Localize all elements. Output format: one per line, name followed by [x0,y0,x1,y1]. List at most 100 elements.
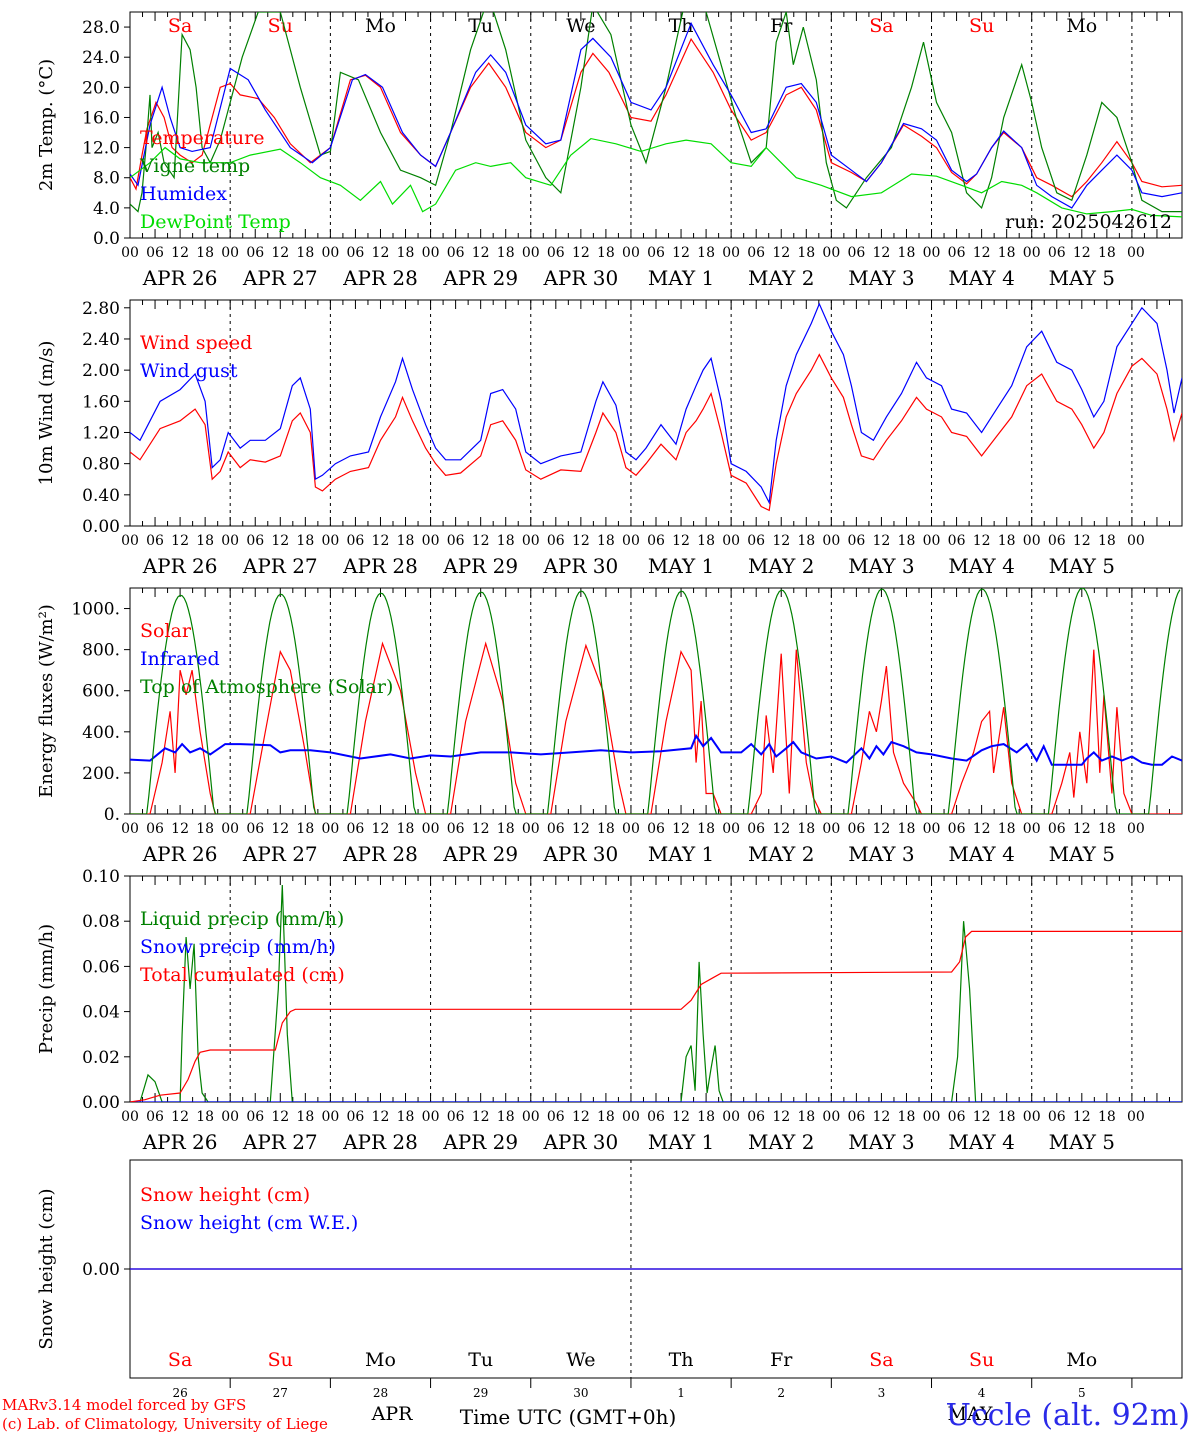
hour-label: 18 [797,533,815,549]
date-label: MAY 3 [848,554,914,578]
hour-label: 06 [146,1109,164,1125]
hour-label: 12 [1073,533,1091,549]
hour-label: 12 [973,1109,991,1125]
hour-label: 12 [772,533,790,549]
hour-label: 18 [296,245,314,261]
hour-label: 06 [747,1109,765,1125]
hour-label: 06 [547,1109,565,1125]
hour-label: 00 [321,821,339,837]
y-tick-label: 0.08 [82,912,120,932]
hour-label: 06 [847,821,865,837]
hour-label: 18 [697,533,715,549]
series-line [130,733,1182,766]
hour-label: 06 [948,245,966,261]
hour-label: 18 [998,821,1016,837]
hour-label: 06 [647,1109,665,1125]
hour-label: 06 [847,533,865,549]
hour-label: 00 [522,1109,540,1125]
y-axis-label: Energy fluxes (W/m²) [36,604,57,798]
legend-entry: Solar [140,620,192,642]
day-number: 27 [273,1386,288,1400]
legend-entry: DewPoint Temp [140,211,291,233]
legend-entry: Snow height (cm W.E.) [140,1212,358,1234]
hour-label: 00 [722,245,740,261]
hour-label: 12 [1073,1109,1091,1125]
hour-label: 06 [948,1109,966,1125]
y-tick-label: 4.0 [93,199,120,219]
hour-label: 18 [1098,533,1116,549]
hour-label: 00 [1023,533,1041,549]
hour-label: 12 [472,533,490,549]
weekday-label: Mo [365,15,396,37]
date-label: APR 26 [142,842,218,866]
day-number: 3 [878,1386,886,1400]
date-label: APR 29 [442,554,518,578]
month-label: MAY [948,1403,993,1425]
legend-entry: Liquid precip (mm/h) [140,908,344,930]
y-tick-label: 2.80 [82,299,120,319]
y-axis-label: 10m Wind (m/s) [36,341,57,486]
hour-label: 12 [1073,245,1091,261]
hour-label: 12 [472,245,490,261]
hour-label: 00 [1127,1109,1145,1125]
hour-label: 06 [347,1109,365,1125]
hour-label: 00 [121,533,139,549]
hour-label: 00 [822,821,840,837]
legend-entry: Temperature [140,127,264,149]
hour-label: 06 [647,245,665,261]
series-line [130,21,1182,209]
hour-label: 00 [121,1109,139,1125]
hour-label: 06 [847,245,865,261]
hour-label: 18 [497,821,515,837]
hour-label: 18 [898,821,916,837]
model-credit: MARv3.14 model forced by GFS [2,1396,247,1414]
footer-credits: MARv3.14 model forced by GFS (c) Lab. of… [2,1396,328,1434]
hour-label: 00 [923,533,941,549]
hour-label: 06 [547,533,565,549]
hour-label: 00 [522,533,540,549]
legend-entry: Infrared [140,648,220,670]
date-label: APR 28 [342,842,418,866]
hour-label: 18 [196,1109,214,1125]
hour-label: 12 [873,533,891,549]
hour-label: 12 [672,821,690,837]
date-label: MAY 2 [748,1130,814,1154]
hour-label: 12 [271,821,289,837]
weekday-label: Sa [869,1349,893,1371]
hour-label: 12 [572,245,590,261]
weekday-label: Tu [468,1349,493,1371]
hour-label: 12 [772,1109,790,1125]
date-label: APR 29 [442,1130,518,1154]
y-tick-label: 400. [82,723,120,743]
hour-label: 18 [397,533,415,549]
date-label: MAY 5 [1049,1130,1115,1154]
hour-label: 00 [722,821,740,837]
weekday-label: Sa [168,15,192,37]
date-label: MAY 1 [648,1130,714,1154]
hour-label: 06 [948,533,966,549]
hour-label: 00 [1127,533,1145,549]
y-tick-label: 0.40 [82,486,120,506]
day-number: 2 [777,1386,785,1400]
hour-label: 12 [1073,821,1091,837]
hour-label: 18 [1098,821,1116,837]
legend-entry: Snow precip (mm/h) [140,936,336,958]
hour-label: 00 [822,1109,840,1125]
lab-credit: (c) Lab. of Climatology, University of L… [2,1415,328,1433]
y-tick-label: 600. [82,682,120,702]
date-label: APR 28 [342,554,418,578]
hour-label: 06 [347,821,365,837]
date-label: MAY 3 [848,1130,914,1154]
hour-label: 12 [672,245,690,261]
hour-label: 00 [1023,821,1041,837]
hour-label: 12 [472,1109,490,1125]
hour-label: 18 [196,533,214,549]
hour-label: 18 [998,533,1016,549]
y-tick-label: 0.06 [82,957,120,977]
hour-label: 18 [296,1109,314,1125]
y-tick-label: 0.00 [82,517,120,537]
hour-label: 12 [171,533,189,549]
hour-label: 00 [722,533,740,549]
date-label: APR 27 [242,842,318,866]
